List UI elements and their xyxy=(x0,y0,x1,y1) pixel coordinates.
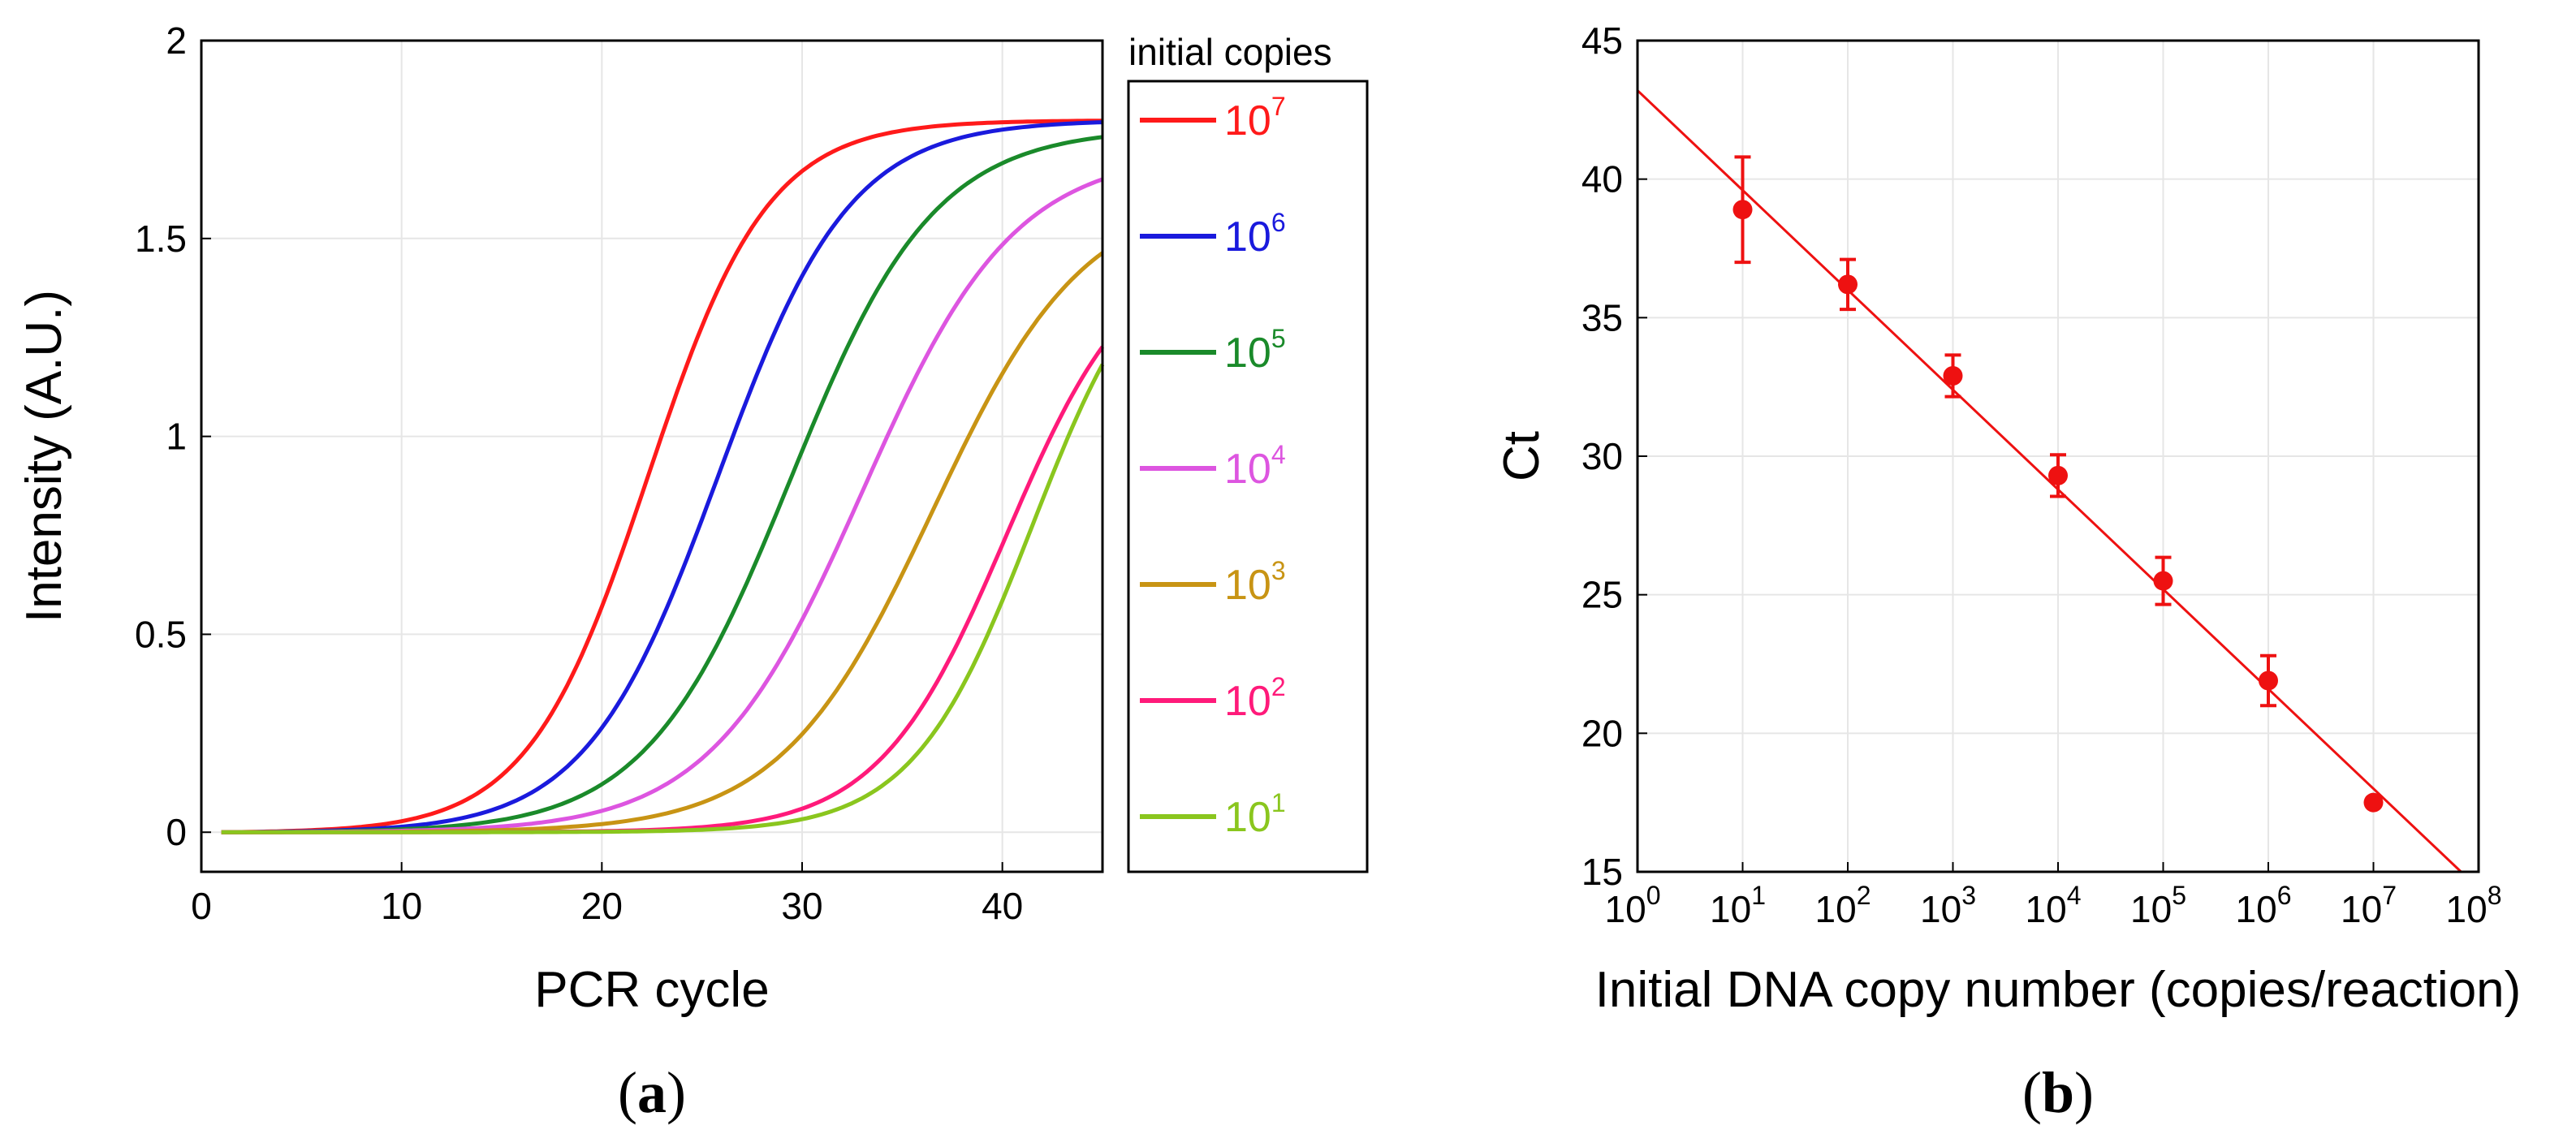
panel-b-y-tick-label: 30 xyxy=(1581,435,1623,477)
panel-b-x-tick-label: 100 xyxy=(1605,881,1661,930)
legend-label: 107 xyxy=(1224,92,1286,144)
series-line-10^5 xyxy=(221,135,1103,834)
series-line-10^2 xyxy=(221,345,1105,834)
panel-b-y-tick-label: 45 xyxy=(1581,19,1623,62)
panel-a-x-tick-label: 10 xyxy=(381,885,422,927)
panel-a-y-ticks: 0 0.5 1 1.5 2 xyxy=(135,19,211,853)
legend-label: 106 xyxy=(1224,208,1286,261)
panel-b-x-axis-label: Initial DNA copy number (copies/reaction… xyxy=(1595,962,2522,1018)
panel-a-caption: (a) xyxy=(618,1060,686,1125)
series-line-10^4 xyxy=(221,177,1103,834)
legend-label: 104 xyxy=(1224,440,1286,493)
series-line-10^6 xyxy=(221,120,1103,834)
legend-items: 107 106 105 104 103 102 101 xyxy=(1140,92,1286,841)
panel-a-grid xyxy=(201,40,1102,872)
panel-b-x-tick-label: 104 xyxy=(2026,881,2082,930)
panel-b-y-ticks: 15 20 25 30 35 40 45 xyxy=(1581,19,1647,893)
panel-b-caption: (b) xyxy=(2022,1060,2094,1125)
series-line-10^7 xyxy=(221,119,1102,834)
panel-a-plot-frame xyxy=(200,39,1104,873)
legend-label: 103 xyxy=(1224,556,1286,609)
panel-b-y-axis-label: Ct xyxy=(1494,431,1550,481)
data-point xyxy=(2048,465,2068,485)
panel-a-y-tick-label: 0.5 xyxy=(135,613,187,655)
panel-a-legend: initial copies 107 106 105 104 103 102 101 xyxy=(1127,31,1369,873)
legend-label: 102 xyxy=(1224,672,1286,725)
data-point xyxy=(2153,571,2173,591)
panel-a-y-tick-label: 1.5 xyxy=(135,218,187,260)
legend-label: 105 xyxy=(1224,324,1286,377)
legend-box xyxy=(1127,80,1369,873)
legend-title: initial copies xyxy=(1128,31,1332,73)
panel-b-y-tick-label: 35 xyxy=(1581,296,1623,338)
panel-a-series xyxy=(221,119,1105,834)
data-point xyxy=(1943,366,1963,386)
legend-label: 101 xyxy=(1224,788,1286,841)
panel-b-x-tick-label: 108 xyxy=(2446,881,2502,930)
panel-b-x-tick-label: 103 xyxy=(1920,881,1976,930)
panel-a-x-tick-label: 20 xyxy=(581,885,623,927)
panel-a-qpcr-curves: 0 10 20 30 40 0 0.5 1 1.5 2 PCR cycle Intensity … xyxy=(16,19,1369,1125)
panel-a-y-axis-label: Intensity (A.U.) xyxy=(16,290,72,623)
data-point xyxy=(1732,200,1753,220)
panel-b-x-ticks: 100 101 102 103 104 105 106 107 108 xyxy=(1605,862,2502,930)
panel-b-x-tick-label: 105 xyxy=(2130,881,2186,930)
panel-b-standard-curve: 100 101 102 103 104 105 106 107 108 15 20 25 30 35 40… xyxy=(1494,19,2521,1125)
series-line-10^3 xyxy=(221,251,1104,834)
panel-a-x-tick-label: 0 xyxy=(191,885,212,927)
panel-a-y-tick-label: 0 xyxy=(166,811,187,853)
panel-b-x-tick-label: 106 xyxy=(2236,881,2292,930)
panel-b-y-tick-label: 20 xyxy=(1581,712,1623,754)
panel-a-y-tick-label: 1 xyxy=(166,416,187,458)
series-line-10^1 xyxy=(221,363,1105,834)
panel-b-x-tick-label: 102 xyxy=(1815,881,1871,930)
panel-b-points xyxy=(1732,155,2384,813)
panel-a-y-tick-label: 2 xyxy=(166,19,187,62)
panel-b-x-tick-label: 101 xyxy=(1710,881,1766,930)
panel-a-x-ticks: 0 10 20 30 40 xyxy=(191,862,1023,927)
panel-b-y-tick-label: 25 xyxy=(1581,574,1623,616)
data-point xyxy=(2259,670,2278,691)
data-point xyxy=(2363,792,2384,813)
panel-a-x-tick-label: 30 xyxy=(781,885,822,927)
panel-b-y-tick-label: 40 xyxy=(1581,158,1623,200)
panel-b-y-tick-label: 15 xyxy=(1581,851,1623,893)
panel-b-x-tick-label: 107 xyxy=(2341,881,2397,930)
data-point xyxy=(1838,274,1858,295)
panel-a-x-tick-label: 40 xyxy=(982,885,1023,927)
panel-a-x-axis-label: PCR cycle xyxy=(534,962,769,1018)
fit-line xyxy=(1636,89,2462,873)
